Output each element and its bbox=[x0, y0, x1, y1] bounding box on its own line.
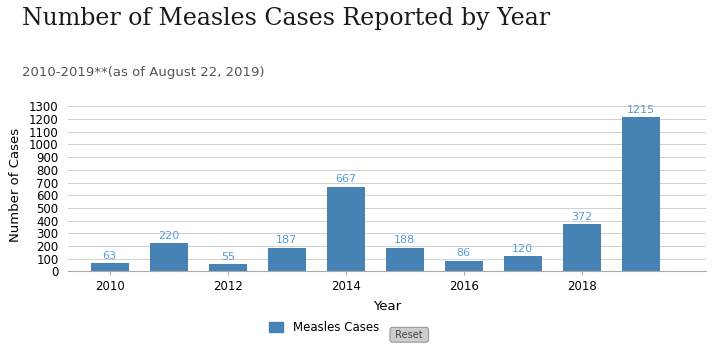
Bar bbox=[621, 117, 660, 271]
Bar bbox=[327, 187, 365, 271]
Bar bbox=[209, 264, 247, 271]
Text: 2010-2019**(as of August 22, 2019): 2010-2019**(as of August 22, 2019) bbox=[22, 66, 264, 79]
Bar bbox=[385, 247, 424, 271]
Bar bbox=[150, 244, 188, 271]
X-axis label: Year: Year bbox=[373, 300, 401, 314]
Text: 187: 187 bbox=[276, 235, 297, 245]
Text: 372: 372 bbox=[571, 212, 593, 222]
Legend: Measles Cases: Measles Cases bbox=[264, 316, 384, 339]
Text: 120: 120 bbox=[512, 244, 534, 254]
Bar bbox=[268, 248, 306, 271]
Text: 1215: 1215 bbox=[626, 105, 654, 115]
Bar bbox=[91, 263, 129, 271]
Bar bbox=[562, 224, 601, 271]
Text: Number of Measles Cases Reported by Year: Number of Measles Cases Reported by Year bbox=[22, 7, 550, 30]
Text: 188: 188 bbox=[394, 235, 415, 245]
Text: 63: 63 bbox=[103, 251, 117, 261]
Text: 86: 86 bbox=[456, 248, 471, 258]
Text: 667: 667 bbox=[335, 174, 356, 184]
Text: 55: 55 bbox=[221, 252, 235, 262]
Bar bbox=[503, 256, 542, 271]
Bar bbox=[444, 261, 483, 271]
Y-axis label: Number of Cases: Number of Cases bbox=[9, 127, 22, 242]
Text: 220: 220 bbox=[158, 231, 179, 241]
Text: Reset: Reset bbox=[392, 330, 426, 340]
